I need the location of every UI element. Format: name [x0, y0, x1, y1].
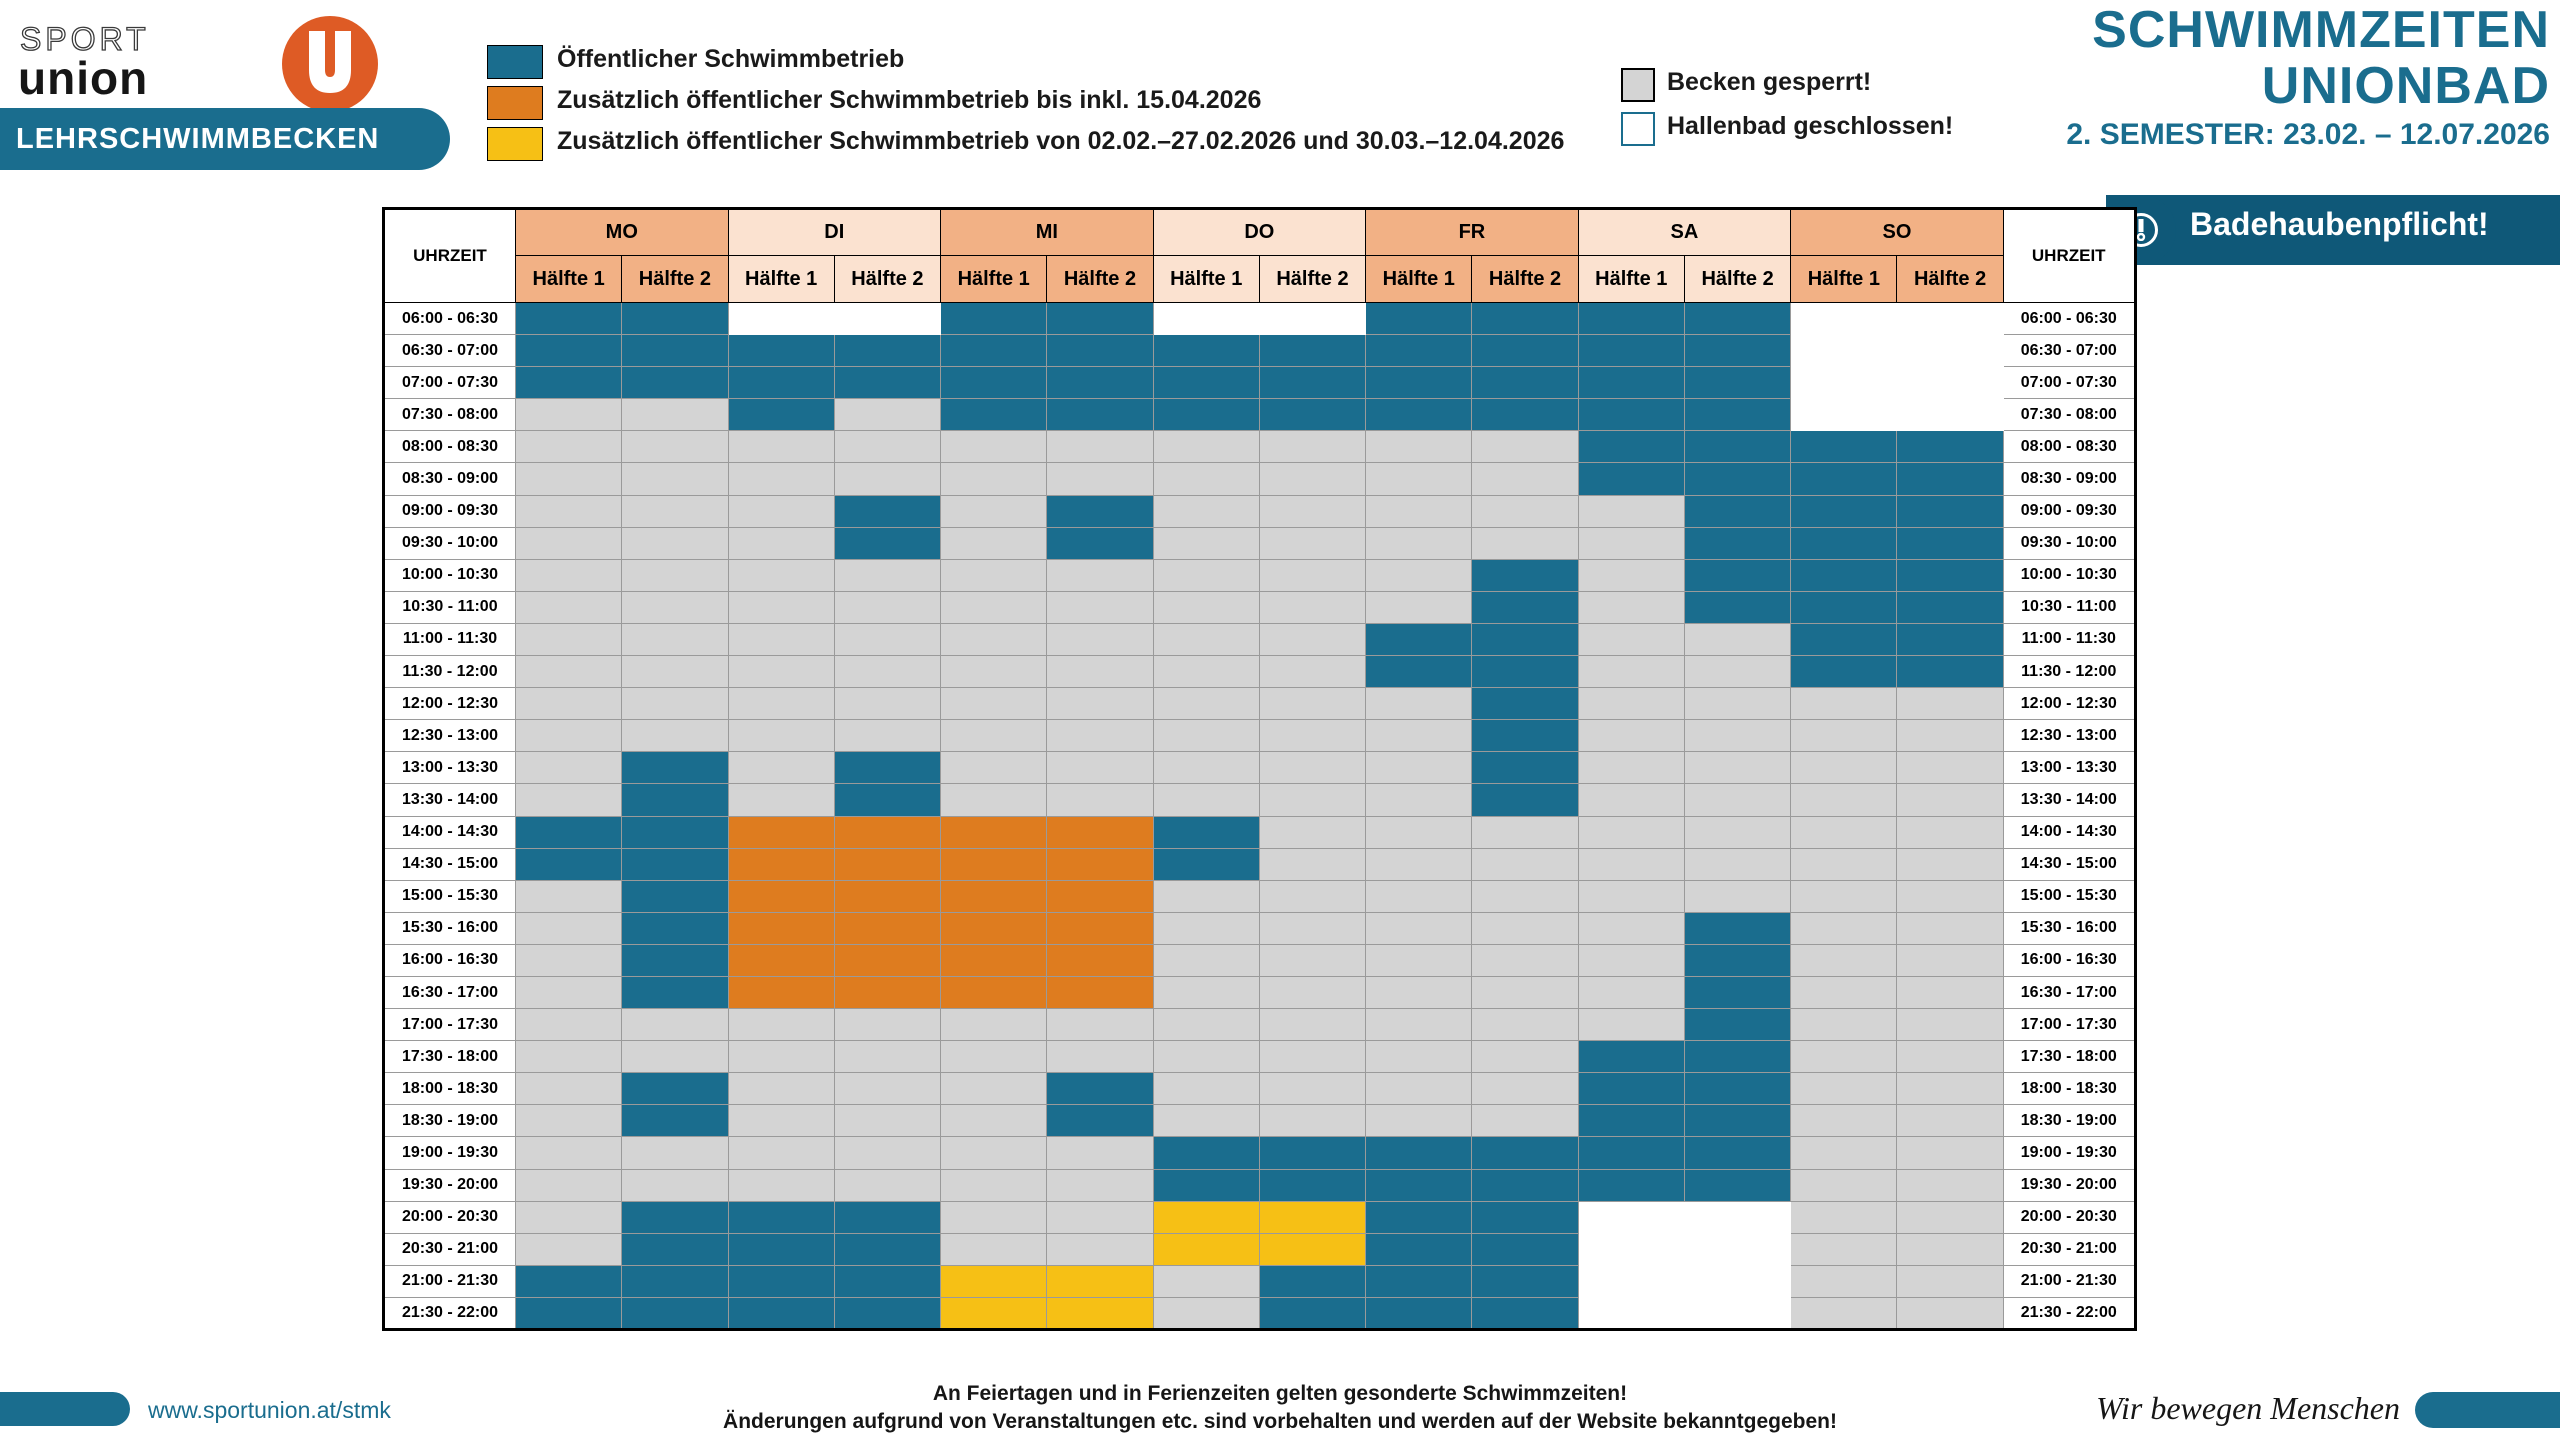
svg-text:union: union — [18, 52, 148, 104]
